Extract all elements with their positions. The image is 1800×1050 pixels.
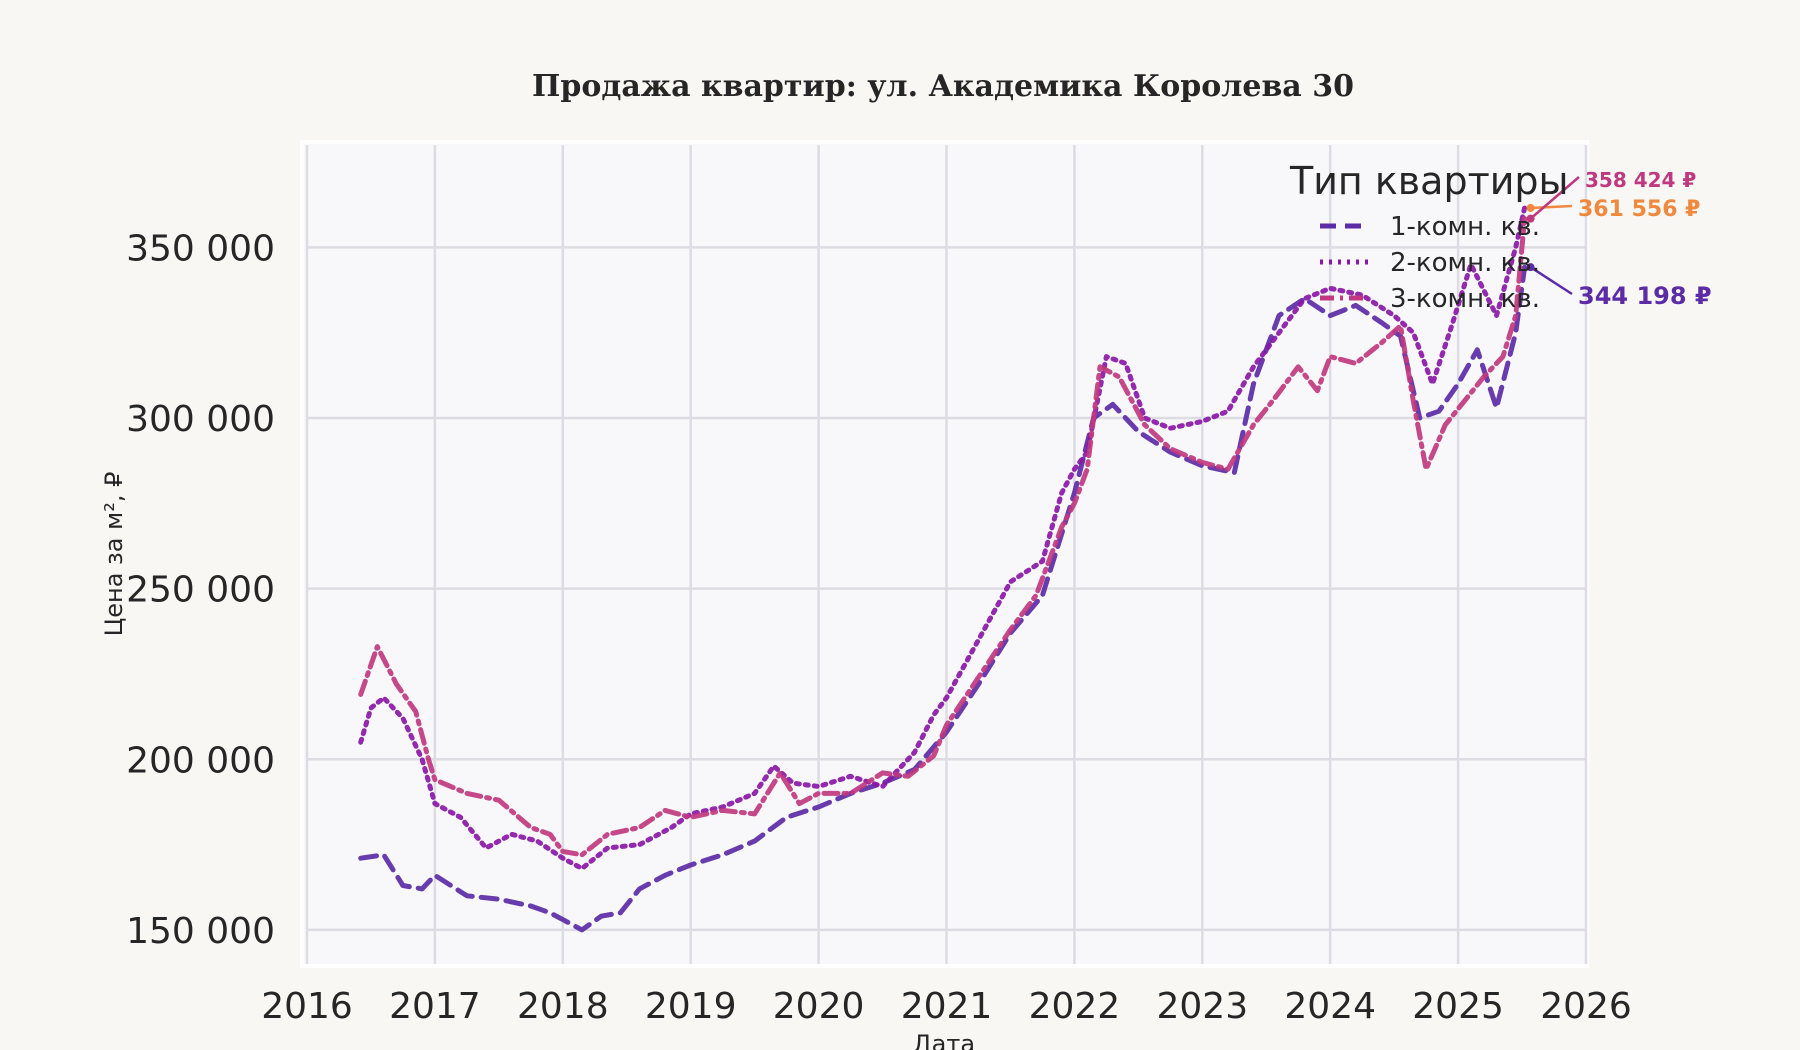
series-line-2 — [358, 205, 1528, 871]
end-point-marker — [1526, 263, 1535, 272]
x-tick-label: 2021 — [901, 986, 993, 1027]
x-tick-label: 2018 — [517, 986, 609, 1027]
end-value-label: 361 556 ₽ — [1578, 197, 1700, 222]
legend: Тип квартиры 1-комн. кв. 2-комн. кв. 3-ком… — [1289, 159, 1569, 314]
y-tick-label: 300 000 — [126, 399, 275, 440]
x-tick-label: 2025 — [1412, 986, 1504, 1027]
end-point-marker — [1526, 203, 1535, 212]
end-label-arrow — [1529, 176, 1580, 220]
x-tick-label: 2026 — [1540, 986, 1632, 1027]
x-tick-label: 2023 — [1156, 986, 1248, 1027]
y-axis-ticks: 150 000 200 000 250 000 300 000 350 000 — [126, 228, 275, 952]
legend-item-label: 3-комн. кв. — [1390, 284, 1540, 314]
x-tick-label: 2016 — [261, 986, 353, 1027]
chart-title: Продажа квартир: ул. Академика Королева … — [532, 69, 1354, 104]
end-labels: 344 198 ₽ 361 556 ₽ 358 424 ₽ — [1526, 168, 1712, 310]
y-axis-label: Цена за м², ₽ — [100, 472, 128, 637]
end-value-label: 358 424 ₽ — [1585, 168, 1696, 192]
x-axis-ticks: 2016 2017 2018 2019 2020 2021 2022 2023 2024 2025… — [261, 986, 1632, 1027]
series-line-3 — [358, 216, 1528, 858]
y-tick-label: 250 000 — [126, 570, 275, 611]
x-tick-label: 2024 — [1284, 986, 1376, 1027]
x-tick-label: 2020 — [773, 986, 865, 1027]
x-tick-label: 2017 — [389, 986, 481, 1027]
y-tick-label: 350 000 — [126, 228, 275, 269]
x-axis-label: Дата — [913, 1030, 975, 1050]
legend-title: Тип квартиры — [1289, 159, 1569, 203]
end-label-arrow — [1529, 266, 1573, 296]
end-point-marker — [1526, 214, 1535, 223]
end-label-arrow — [1530, 204, 1573, 210]
series-group — [358, 205, 1528, 933]
x-tick-label: 2022 — [1029, 986, 1121, 1027]
grid — [305, 145, 1588, 964]
legend-item-label: 2-комн. кв. — [1390, 248, 1540, 278]
y-tick-label: 150 000 — [126, 911, 275, 952]
series-line-1 — [358, 264, 1528, 933]
plot-area — [300, 140, 1589, 968]
y-tick-label: 200 000 — [126, 740, 275, 781]
x-tick-label: 2019 — [645, 986, 737, 1027]
end-value-label: 344 198 ₽ — [1578, 282, 1712, 310]
legend-item-label: 1-комн. кв. — [1390, 212, 1540, 242]
